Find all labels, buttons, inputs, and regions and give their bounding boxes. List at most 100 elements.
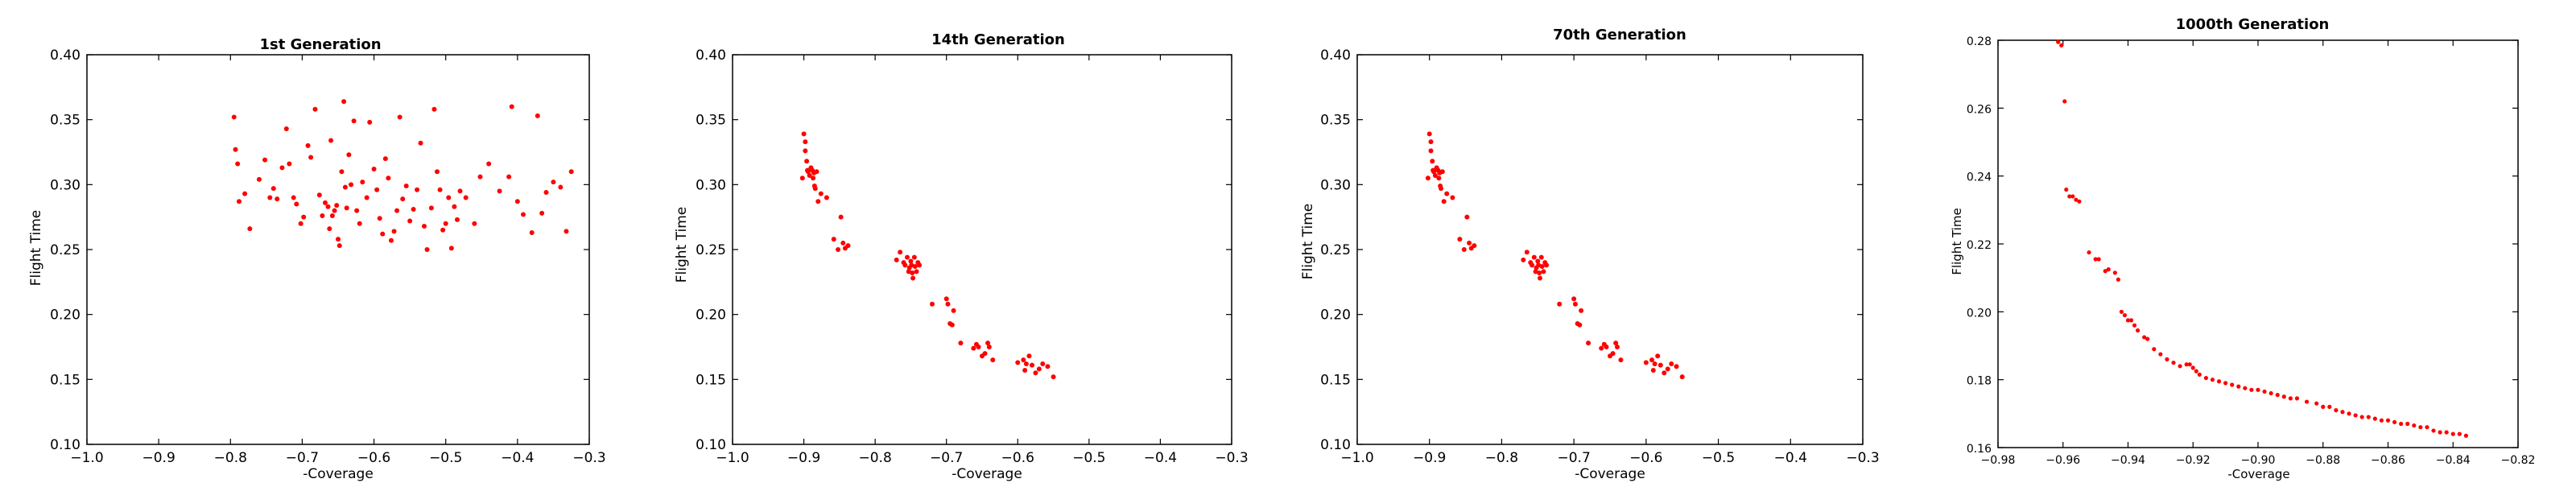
data-point [2194,369,2198,374]
x-tick-label: −0.84 [2436,454,2471,467]
data-point [422,224,427,229]
x-tick-label: −0.86 [2371,454,2405,467]
data-point [2412,423,2416,427]
data-point [1026,353,1031,358]
data-point [2256,388,2260,392]
data-point [1538,275,1542,280]
data-point [271,186,276,191]
x-tick-label: −0.5 [1072,450,1105,466]
x-tick-label: −0.9 [1413,450,1446,466]
data-point [2211,378,2215,382]
data-point [2230,382,2234,386]
data-point [2097,257,2101,261]
data-point [2431,428,2435,432]
data-point [2145,336,2149,341]
data-point [327,226,332,231]
data-point [2282,394,2286,398]
data-point [1464,215,1469,220]
data-point [323,200,328,205]
x-tick-label: −0.98 [1981,454,2016,467]
data-point [2113,270,2117,275]
data-point [279,165,284,170]
data-point [2165,357,2169,361]
panel-2: 14th Generation -Coverage Flight Time −1… [674,31,1249,482]
data-point [558,185,563,190]
data-point [815,169,819,174]
data-point [2064,188,2068,192]
data-point [367,120,372,125]
x-tick-label: −0.4 [1144,450,1177,466]
data-point [1521,258,1525,262]
data-point [2191,365,2195,369]
data-point [905,255,910,260]
x-tick-label: −0.7 [930,450,963,466]
data-point [1540,264,1545,269]
data-point [1669,361,1674,366]
data-point [380,232,385,237]
data-point [1024,361,1029,366]
y-tick-label: 0.40 [1320,47,1351,64]
data-point [2418,425,2422,429]
y-tick-label: 0.24 [1967,171,1992,184]
data-point [349,182,353,187]
data-point [1450,195,1455,200]
data-point [2236,385,2240,389]
data-point [2178,364,2182,368]
y-tick-label: 0.25 [1320,242,1351,258]
panel-1-ylabel: Flight Time [28,210,44,286]
data-point [386,175,390,180]
data-point [312,107,317,112]
x-tick-label: −0.9 [787,450,820,466]
panel-4-ylabel: Flight Time [1950,208,1964,275]
data-point [1015,360,1020,365]
data-point [2129,318,2133,322]
data-point [404,184,409,188]
data-point [415,188,419,192]
x-tick-label: −0.6 [357,450,390,466]
data-point [2198,373,2202,377]
y-tick-label: 0.35 [696,113,726,129]
data-point [2188,362,2192,366]
panel-4-points [2056,40,2468,438]
data-point [2305,399,2309,403]
data-point [2171,361,2175,365]
data-point [1618,357,1623,362]
data-point [1649,357,1654,362]
data-point [435,169,440,174]
data-point [497,188,502,193]
data-point [1577,323,1582,328]
data-point [2217,379,2221,383]
data-point [902,262,907,267]
data-point [983,351,988,356]
data-point [1680,374,1685,379]
x-tick-label: −0.8 [1485,450,1518,466]
panel-4-ticks: −0.98 −0.96 −0.94 −0.92 −0.90 −0.88 −0.86 −0.84… [1967,35,2536,467]
data-point [1544,262,1549,267]
data-point [2321,405,2325,409]
data-point [332,208,337,213]
data-point [2380,419,2384,423]
data-point [2445,430,2449,434]
data-point [233,147,238,152]
data-point [1427,131,1432,136]
data-point [1444,192,1449,196]
data-point [1615,345,1620,349]
data-point [262,158,267,163]
data-point [389,238,394,243]
panel-3-frame [1357,55,1863,444]
panel-1-frame [87,55,589,444]
data-point [539,211,544,216]
data-point [346,152,351,157]
data-point [564,229,568,233]
panel-2-ticks: −1.0 −0.9 −0.8 −0.7 −0.6 −0.5 −0.4 −0.30.100.15… [696,47,1249,466]
data-point [320,213,324,218]
data-point [1653,361,1657,366]
data-point [2458,432,2462,436]
panel-3-title: 70th Generation [1553,27,1686,43]
x-tick-label: −0.90 [2241,454,2276,467]
y-tick-label: 0.40 [50,47,80,64]
data-point [1537,270,1542,275]
panel-3-ylabel: Flight Time [1300,204,1316,279]
x-tick-label: −0.8 [214,450,247,466]
data-point [1658,363,1663,368]
